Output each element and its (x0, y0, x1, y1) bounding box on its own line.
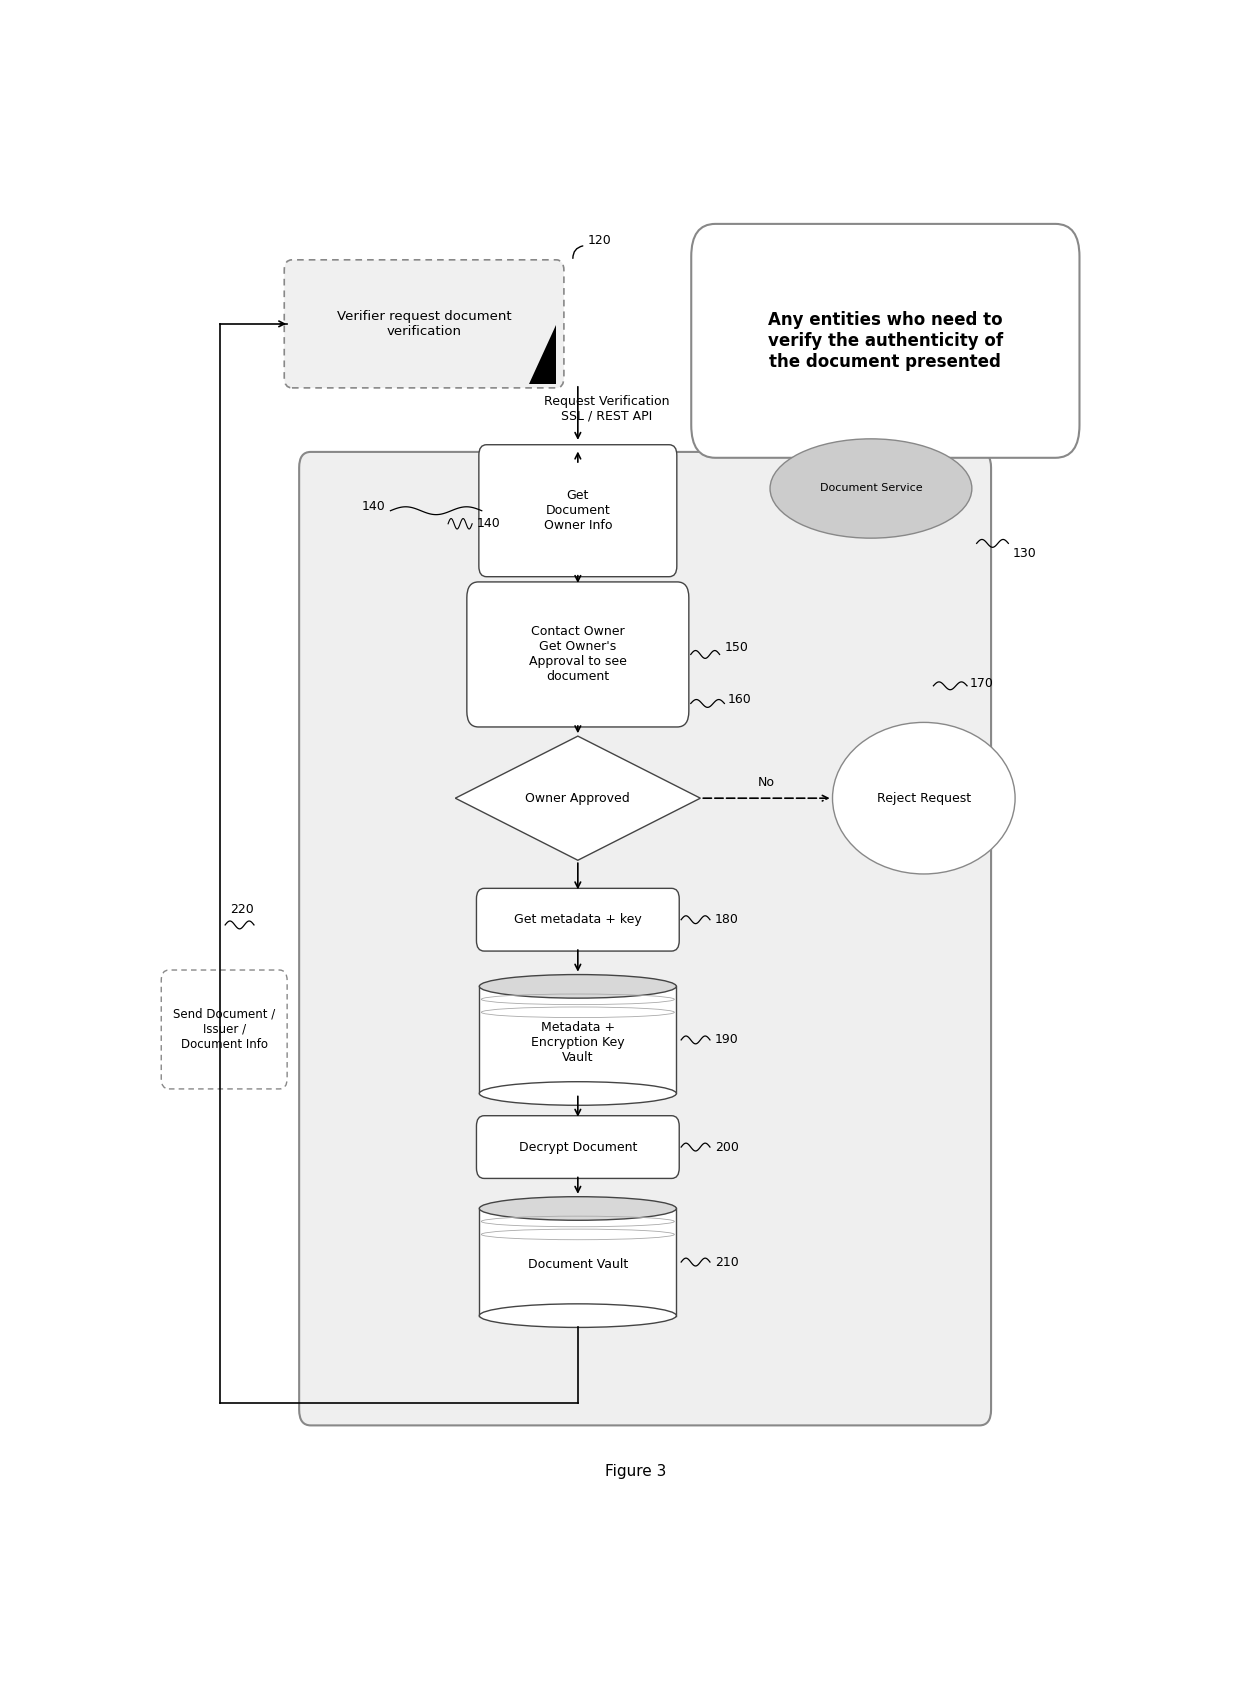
Text: Request Verification
SSL / REST API: Request Verification SSL / REST API (544, 395, 670, 423)
Text: 130: 130 (1012, 548, 1035, 560)
Polygon shape (455, 736, 701, 860)
Text: 160: 160 (728, 692, 751, 706)
Text: Figure 3: Figure 3 (605, 1463, 666, 1478)
Text: Metadata +
Encryption Key
Vault: Metadata + Encryption Key Vault (531, 1022, 625, 1064)
Text: Send Document /
Issuer /
Document Info: Send Document / Issuer / Document Info (174, 1008, 275, 1050)
Text: 180: 180 (714, 913, 739, 927)
Text: 170: 170 (970, 677, 993, 689)
Text: Owner Approved: Owner Approved (526, 792, 630, 804)
Text: Reject Request: Reject Request (877, 792, 971, 804)
Text: Document Vault: Document Vault (528, 1257, 627, 1271)
Text: Verifier request document
verification: Verifier request document verification (337, 311, 511, 338)
Text: Any entities who need to
verify the authenticity of
the document presented: Any entities who need to verify the auth… (768, 311, 1003, 370)
Text: No: No (758, 776, 775, 789)
Ellipse shape (480, 1303, 676, 1327)
Text: 140: 140 (362, 501, 386, 512)
FancyBboxPatch shape (466, 582, 689, 726)
FancyBboxPatch shape (161, 971, 288, 1089)
Bar (480, 986, 676, 1093)
Ellipse shape (770, 440, 972, 538)
FancyBboxPatch shape (476, 888, 680, 950)
Text: 200: 200 (714, 1140, 739, 1154)
Text: Get
Document
Owner Info: Get Document Owner Info (543, 489, 613, 533)
Text: Contact Owner
Get Owner's
Approval to see
document: Contact Owner Get Owner's Approval to se… (529, 626, 626, 684)
Text: 210: 210 (714, 1256, 739, 1269)
Text: Document Service: Document Service (820, 484, 923, 494)
Ellipse shape (480, 1081, 676, 1105)
Ellipse shape (480, 974, 676, 998)
Bar (480, 1208, 676, 1315)
FancyBboxPatch shape (479, 445, 677, 577)
Ellipse shape (832, 723, 1016, 874)
Text: 150: 150 (724, 641, 748, 655)
Ellipse shape (480, 1196, 676, 1220)
Text: Get metadata + key: Get metadata + key (513, 913, 642, 927)
FancyBboxPatch shape (299, 451, 991, 1425)
Polygon shape (529, 326, 557, 384)
Text: 190: 190 (714, 1033, 739, 1047)
Text: 120: 120 (588, 234, 611, 246)
Text: Decrypt Document: Decrypt Document (518, 1140, 637, 1154)
FancyBboxPatch shape (476, 1115, 680, 1178)
Text: 140: 140 (477, 518, 501, 529)
FancyBboxPatch shape (691, 224, 1080, 458)
FancyBboxPatch shape (284, 260, 564, 389)
Text: 220: 220 (229, 903, 254, 916)
